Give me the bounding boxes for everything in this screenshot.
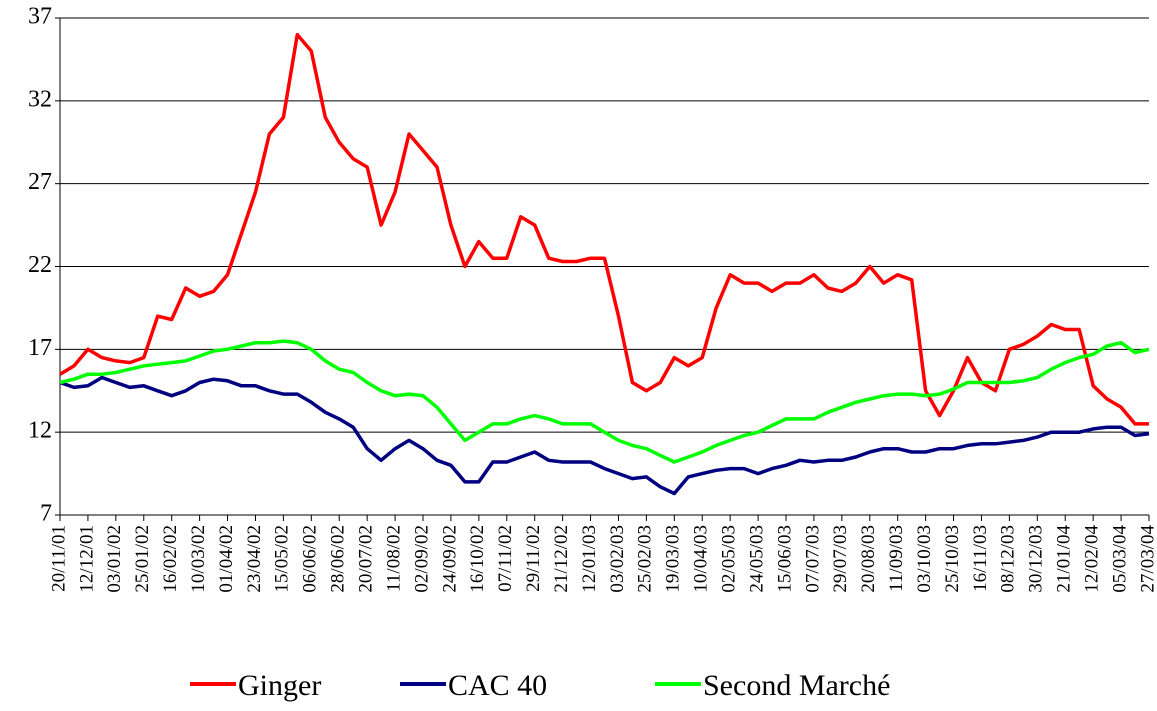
y-tick-label: 22: [28, 252, 52, 278]
x-tick-label: 07/07/03: [802, 525, 823, 593]
x-tick-label: 11/09/03: [886, 525, 907, 592]
series-line: [59, 339, 1150, 464]
legend-label: CAC 40: [448, 669, 547, 702]
x-tick-label: 06/06/02: [300, 525, 321, 593]
x-tick-label: 03/01/02: [104, 525, 125, 593]
x-tick-label: 08/12/03: [998, 525, 1019, 593]
x-tick-label: 21/12/02: [551, 525, 572, 593]
x-tick-label: 12/01/03: [579, 525, 600, 593]
x-tick-label: 23/04/02: [244, 525, 265, 593]
y-tick-label: 12: [28, 418, 52, 444]
x-tick-label: 12/12/01: [76, 525, 97, 593]
x-tick-label: 19/03/03: [663, 525, 684, 593]
x-tick-label: 24/05/03: [746, 525, 767, 593]
y-tick-label: 7: [40, 501, 52, 527]
series-line: [59, 32, 1149, 426]
legend-label: Ginger: [238, 669, 321, 702]
legend-label: Second Marché: [703, 669, 890, 702]
x-tick-label: 11/08/02: [383, 525, 404, 592]
x-tick-label: 02/09/02: [411, 525, 432, 593]
x-tick-label: 20/11/01: [48, 525, 69, 592]
x-tick-label: 07/11/02: [495, 525, 516, 592]
x-tick-label: 28/06/02: [328, 525, 349, 593]
x-tick-label: 29/11/02: [523, 525, 544, 592]
x-tick-label: 16/10/02: [467, 525, 488, 593]
x-tick-label: 03/10/03: [914, 525, 935, 593]
x-tick-label: 10/03/02: [188, 525, 209, 593]
x-tick-label: 16/02/02: [160, 525, 181, 593]
y-tick-label: 37: [28, 4, 52, 30]
x-tick-label: 05/03/04: [1109, 525, 1130, 593]
x-tick-label: 25/10/03: [942, 525, 963, 593]
x-tick-label: 15/05/02: [272, 525, 293, 593]
x-tick-label: 25/01/02: [132, 525, 153, 593]
x-tick-label: 25/02/03: [635, 525, 656, 593]
x-tick-label: 30/12/03: [1026, 525, 1047, 593]
x-tick-label: 12/02/04: [1082, 525, 1103, 593]
series-line: [59, 375, 1150, 496]
x-tick-label: 29/07/03: [830, 525, 851, 593]
x-tick-label: 20/07/02: [356, 525, 377, 593]
x-tick-label: 16/11/03: [970, 525, 991, 592]
x-tick-label: 20/08/03: [858, 525, 879, 593]
x-tick-label: 21/01/04: [1054, 525, 1075, 593]
x-tick-label: 03/02/03: [607, 525, 628, 593]
y-tick-label: 32: [28, 86, 52, 112]
x-tick-label: 01/04/02: [216, 525, 237, 593]
x-tick-label: 02/05/03: [719, 525, 740, 593]
x-tick-label: 27/03/04: [1137, 525, 1157, 593]
y-tick-label: 27: [28, 169, 52, 195]
y-tick-label: 17: [28, 335, 52, 361]
x-tick-label: 10/04/03: [691, 525, 712, 593]
x-tick-label: 15/06/03: [774, 525, 795, 593]
x-tick-label: 24/09/02: [439, 525, 460, 593]
